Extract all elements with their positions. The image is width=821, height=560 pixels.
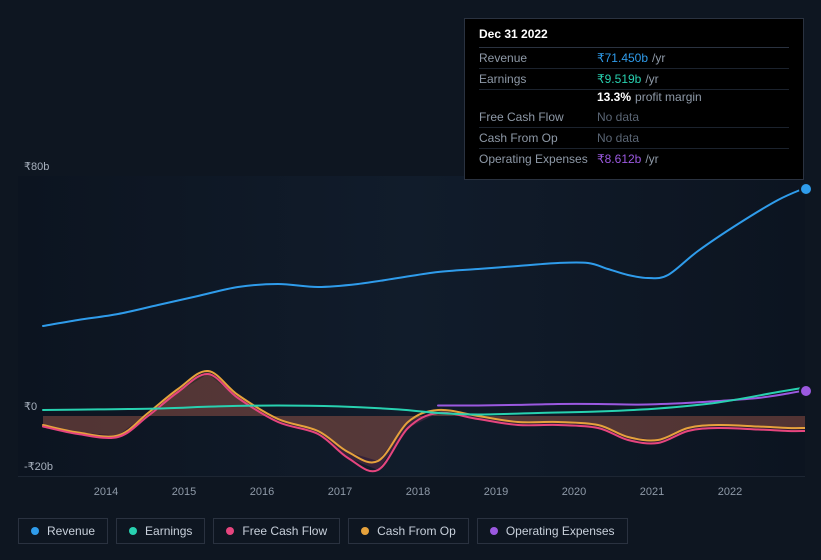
x-axis-label: 2014 xyxy=(94,486,118,498)
x-axis-label: 2018 xyxy=(406,486,430,498)
tooltip-row-label: Free Cash Flow xyxy=(479,110,597,124)
legend-label: Free Cash Flow xyxy=(242,524,327,538)
tooltip-row-label: Earnings xyxy=(479,72,597,86)
tooltip-date: Dec 31 2022 xyxy=(479,27,789,48)
gridline xyxy=(18,476,805,477)
x-axis-label: 2019 xyxy=(484,486,508,498)
legend: Revenue Earnings Free Cash Flow Cash From O… xyxy=(18,518,628,544)
legend-dot-icon xyxy=(490,527,498,535)
tooltip-row: Revenue₹71.450b/yr xyxy=(479,48,789,69)
tooltip-row-label: Revenue xyxy=(479,51,597,65)
tooltip-row: Earnings₹9.519b/yr xyxy=(479,69,789,90)
financial-chart: ₹80b ₹0 -₹20b 2014 2015 2016 2017 2018 2019 2020… xyxy=(0,0,821,560)
y-axis-label: -₹20b xyxy=(24,460,53,473)
data-tooltip: Dec 31 2022 Revenue₹71.450b/yrEarnings₹9… xyxy=(464,18,804,180)
tooltip-subrow: 13.3%profit margin xyxy=(479,90,789,107)
legend-label: Cash From Op xyxy=(377,524,456,538)
x-axis-label: 2015 xyxy=(172,486,196,498)
series-end-marker xyxy=(799,182,813,196)
y-axis-label: ₹0 xyxy=(24,400,37,413)
x-axis-label: 2017 xyxy=(328,486,352,498)
legend-label: Earnings xyxy=(145,524,192,538)
legend-dot-icon xyxy=(129,527,137,535)
tooltip-row: Operating Expenses₹8.612b/yr xyxy=(479,149,789,169)
legend-label: Operating Expenses xyxy=(506,524,615,538)
tooltip-row: Cash From OpNo data xyxy=(479,128,789,149)
legend-item[interactable]: Operating Expenses xyxy=(477,518,628,544)
tooltip-row-label: Operating Expenses xyxy=(479,152,597,166)
x-axis-label: 2021 xyxy=(640,486,664,498)
legend-dot-icon xyxy=(31,527,39,535)
tooltip-row-value: ₹71.450b/yr xyxy=(597,51,665,65)
plot-area[interactable] xyxy=(18,176,805,476)
x-axis-label: 2016 xyxy=(250,486,274,498)
legend-item[interactable]: Revenue xyxy=(18,518,108,544)
tooltip-row-value: No data xyxy=(597,131,639,145)
series-svg xyxy=(18,176,805,476)
tooltip-row-value: ₹9.519b/yr xyxy=(597,72,659,86)
tooltip-row-value: No data xyxy=(597,110,639,124)
legend-item[interactable]: Cash From Op xyxy=(348,518,469,544)
tooltip-row-label: Cash From Op xyxy=(479,131,597,145)
series-end-marker xyxy=(799,384,813,398)
legend-item[interactable]: Free Cash Flow xyxy=(213,518,340,544)
legend-label: Revenue xyxy=(47,524,95,538)
tooltip-row: Free Cash FlowNo data xyxy=(479,107,789,128)
x-axis-label: 2022 xyxy=(718,486,742,498)
legend-item[interactable]: Earnings xyxy=(116,518,205,544)
legend-dot-icon xyxy=(361,527,369,535)
y-axis-label: ₹80b xyxy=(24,160,49,173)
legend-dot-icon xyxy=(226,527,234,535)
x-axis-label: 2020 xyxy=(562,486,586,498)
tooltip-row-value: ₹8.612b/yr xyxy=(597,152,659,166)
